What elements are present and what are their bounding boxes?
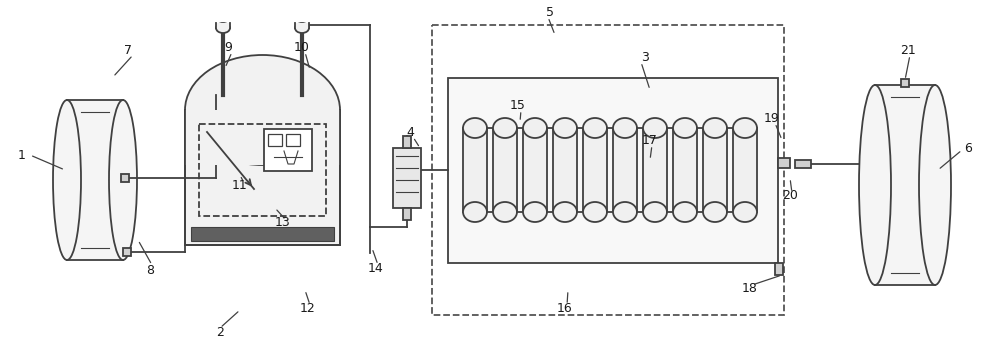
Text: 15: 15 [510, 99, 526, 111]
Bar [286, 134, 300, 146]
Bar [875, 85, 935, 285]
Text: 21: 21 [900, 43, 916, 57]
Bar [393, 148, 421, 208]
Ellipse shape [523, 118, 547, 138]
Bar [523, 128, 547, 212]
Bar [191, 227, 334, 241]
Ellipse shape [859, 85, 891, 285]
Text: 18: 18 [742, 281, 758, 295]
Ellipse shape [733, 202, 757, 222]
Ellipse shape [53, 100, 81, 260]
Ellipse shape [919, 85, 951, 285]
Bar [403, 136, 411, 148]
Text: 1: 1 [18, 149, 26, 161]
Ellipse shape [583, 118, 607, 138]
Bar [121, 174, 129, 182]
Bar [553, 128, 577, 212]
Text: 20: 20 [782, 188, 798, 202]
Bar [67, 100, 123, 260]
Text: 11: 11 [232, 178, 248, 192]
Text: 10: 10 [294, 41, 310, 53]
Bar [733, 128, 757, 212]
Bar [901, 79, 909, 87]
Bar [775, 263, 783, 275]
Text: 4: 4 [406, 126, 414, 138]
Bar [583, 128, 607, 212]
Text: 19: 19 [764, 111, 780, 125]
Ellipse shape [613, 118, 637, 138]
Text: 16: 16 [557, 302, 573, 314]
Ellipse shape [463, 118, 487, 138]
Bar [403, 208, 411, 220]
Ellipse shape [703, 202, 727, 222]
Ellipse shape [673, 202, 697, 222]
Bar [268, 134, 282, 146]
Text: 5: 5 [546, 6, 554, 18]
Ellipse shape [703, 118, 727, 138]
Ellipse shape [493, 118, 517, 138]
Bar [613, 128, 637, 212]
Bar [795, 160, 811, 168]
Ellipse shape [733, 118, 757, 138]
Bar [123, 248, 131, 256]
Ellipse shape [553, 118, 577, 138]
Bar [463, 128, 487, 212]
Bar [185, 110, 340, 245]
Ellipse shape [643, 118, 667, 138]
Ellipse shape [493, 202, 517, 222]
Bar [432, 25, 784, 315]
Bar [778, 158, 790, 168]
Ellipse shape [523, 202, 547, 222]
Ellipse shape [109, 100, 137, 260]
Text: 12: 12 [300, 302, 316, 314]
Text: 14: 14 [368, 262, 384, 274]
Text: 2: 2 [216, 327, 224, 339]
Ellipse shape [295, 23, 309, 33]
Text: 17: 17 [642, 134, 658, 146]
Ellipse shape [643, 202, 667, 222]
Text: 3: 3 [641, 51, 649, 64]
Bar [643, 128, 667, 212]
Bar [216, 23, 230, 28]
Ellipse shape [583, 202, 607, 222]
Ellipse shape [216, 23, 230, 33]
Bar [673, 128, 697, 212]
Ellipse shape [185, 55, 340, 165]
Bar [199, 124, 326, 216]
Text: 9: 9 [224, 41, 232, 53]
Ellipse shape [463, 202, 487, 222]
Ellipse shape [553, 202, 577, 222]
Text: 8: 8 [146, 263, 154, 277]
Ellipse shape [673, 118, 697, 138]
Text: 7: 7 [124, 43, 132, 57]
Bar [185, 110, 340, 165]
Text: 6: 6 [964, 142, 972, 154]
Text: 13: 13 [275, 215, 291, 229]
Bar [493, 128, 517, 212]
Bar [295, 23, 309, 28]
Bar [703, 128, 727, 212]
Ellipse shape [613, 202, 637, 222]
Bar [448, 78, 778, 263]
Bar [264, 129, 312, 171]
